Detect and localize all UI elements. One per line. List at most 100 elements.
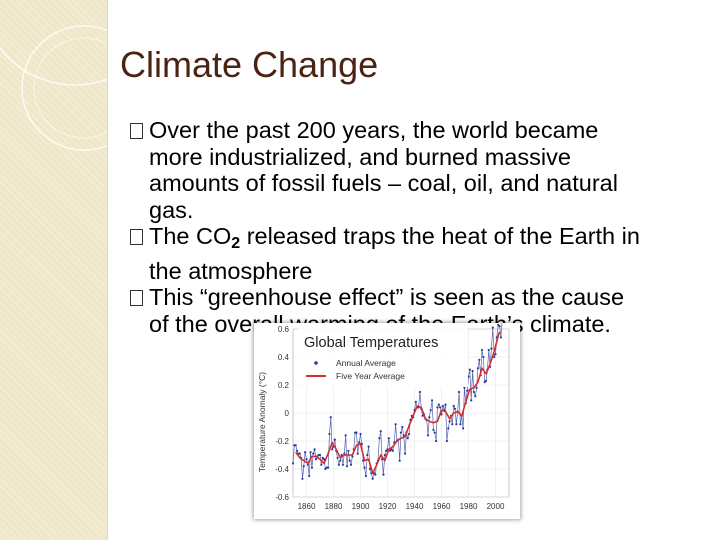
annual-data-point bbox=[437, 403, 440, 406]
annual-data-point bbox=[439, 406, 442, 409]
annual-data-point bbox=[321, 456, 324, 459]
annual-data-point bbox=[387, 437, 390, 440]
annual-data-point bbox=[343, 452, 346, 455]
decorative-circles bbox=[0, 25, 107, 151]
annual-data-point bbox=[348, 459, 351, 462]
annual-data-point bbox=[366, 453, 369, 457]
annual-data-point bbox=[328, 432, 331, 436]
annual-data-point bbox=[294, 444, 297, 447]
annual-data-point bbox=[475, 386, 478, 389]
annual-data-point bbox=[459, 423, 462, 426]
annual-data-point bbox=[391, 449, 394, 452]
annual-data-point bbox=[337, 463, 340, 466]
annual-data-point bbox=[429, 409, 432, 412]
annual-data-point bbox=[482, 355, 485, 359]
y-tick-label: -0.4 bbox=[275, 465, 289, 474]
annual-data-point bbox=[339, 459, 342, 462]
annual-data-point bbox=[309, 451, 312, 454]
annual-data-point bbox=[333, 438, 336, 441]
y-tick-label: 0.2 bbox=[278, 381, 290, 390]
global-temperatures-chart: -0.6 -0.4 -0.2 0 0.2 0.4 0.6 1860 1880 1900 1920 19… bbox=[254, 323, 520, 519]
decorative-sidebar bbox=[0, 0, 108, 540]
bullet-line: This “greenhouse effect” is seen as the … bbox=[149, 284, 625, 310]
annual-data-point bbox=[480, 348, 484, 352]
annual-data-point bbox=[331, 448, 334, 451]
legend-annual-marker bbox=[314, 361, 318, 365]
annual-data-point bbox=[499, 336, 502, 339]
annual-data-point bbox=[318, 453, 322, 457]
annual-data-point bbox=[444, 403, 447, 406]
annual-data-point bbox=[341, 463, 345, 466]
x-tick-label: 1880 bbox=[325, 502, 343, 511]
bullet-item: The CO2 released traps the heat of the E… bbox=[130, 223, 710, 284]
y-tick-label: 0.6 bbox=[278, 325, 290, 334]
chart-svg: -0.6 -0.4 -0.2 0 0.2 0.4 0.6 1860 1880 1900 1920 19… bbox=[257, 323, 510, 511]
annual-data-point bbox=[314, 458, 318, 461]
annual-data-point bbox=[322, 458, 326, 461]
annual-data-point bbox=[367, 445, 370, 448]
x-tick-label: 1960 bbox=[433, 502, 451, 511]
annual-data-point bbox=[355, 431, 358, 434]
bullet-box-icon bbox=[130, 223, 149, 250]
annual-data-point bbox=[462, 427, 465, 430]
annual-data-point bbox=[483, 381, 486, 384]
annual-data-point bbox=[470, 399, 473, 402]
annual-data-point bbox=[378, 437, 381, 440]
annual-data-point bbox=[406, 437, 409, 440]
x-tick-label: 1940 bbox=[406, 502, 424, 511]
annual-data-point bbox=[351, 455, 354, 458]
legend-five-year-label: Five Year Average bbox=[336, 371, 405, 381]
bullet-line: more industrialized, and burned massive bbox=[149, 143, 571, 170]
bullet-line: The CO2 released traps the heat of the E… bbox=[149, 223, 710, 258]
annual-data-point bbox=[305, 458, 308, 461]
annual-data-point bbox=[344, 434, 347, 437]
annual-data-point bbox=[466, 389, 469, 392]
y-tick-label: 0 bbox=[285, 409, 290, 418]
annual-data-point bbox=[455, 423, 458, 426]
x-tick-label: 1860 bbox=[298, 502, 316, 511]
annual-data-point bbox=[324, 467, 327, 471]
annual-data-point bbox=[408, 432, 411, 436]
annual-data-point bbox=[484, 379, 488, 382]
annual-data-point bbox=[491, 326, 494, 329]
annual-data-point bbox=[379, 430, 382, 433]
legend-annual-label: Annual Average bbox=[336, 358, 396, 368]
annual-data-point bbox=[497, 323, 500, 326]
annual-data-point bbox=[476, 367, 480, 370]
annual-data-point bbox=[336, 456, 339, 459]
y-axis-label: Temperature Anomaly (°C) bbox=[257, 372, 267, 472]
y-tick-label: -0.2 bbox=[275, 437, 289, 446]
annual-data-point bbox=[478, 358, 481, 361]
annual-data-point bbox=[432, 428, 435, 431]
annual-data-point bbox=[414, 400, 417, 403]
annual-data-point bbox=[471, 369, 474, 373]
annual-data-point bbox=[399, 431, 403, 434]
annual-data-point bbox=[490, 347, 493, 350]
annual-data-point bbox=[494, 353, 497, 356]
annual-data-point bbox=[403, 452, 407, 455]
bullet-box-icon bbox=[130, 117, 149, 144]
five-year-average-line bbox=[295, 331, 501, 474]
annual-data-point bbox=[310, 466, 313, 469]
annual-data-point bbox=[463, 386, 466, 389]
annual-data-point bbox=[320, 463, 323, 466]
legend-background bbox=[298, 327, 468, 387]
annual-data-point bbox=[302, 465, 305, 468]
annual-data-point bbox=[382, 473, 385, 476]
annual-data-point bbox=[345, 465, 349, 468]
bullet-line: amounts of fossil fuels – coal, oil, and… bbox=[149, 170, 618, 196]
annual-data-point bbox=[383, 453, 386, 457]
bullet-box-icon bbox=[130, 284, 149, 311]
bullet-line: gas. bbox=[149, 196, 194, 223]
annual-data-point bbox=[371, 477, 374, 480]
annual-data-point bbox=[312, 452, 315, 455]
annual-data-point bbox=[306, 463, 309, 466]
annual-data-point bbox=[359, 432, 362, 436]
slide-title: Climate Change bbox=[120, 44, 379, 85]
annual-data-point bbox=[398, 459, 401, 462]
co2-subscript: 2 bbox=[231, 235, 241, 252]
annual-data-point bbox=[493, 355, 496, 359]
x-tick-label: 2000 bbox=[487, 502, 505, 511]
annual-data-point bbox=[498, 325, 501, 328]
x-tick-label: 1900 bbox=[352, 502, 370, 511]
